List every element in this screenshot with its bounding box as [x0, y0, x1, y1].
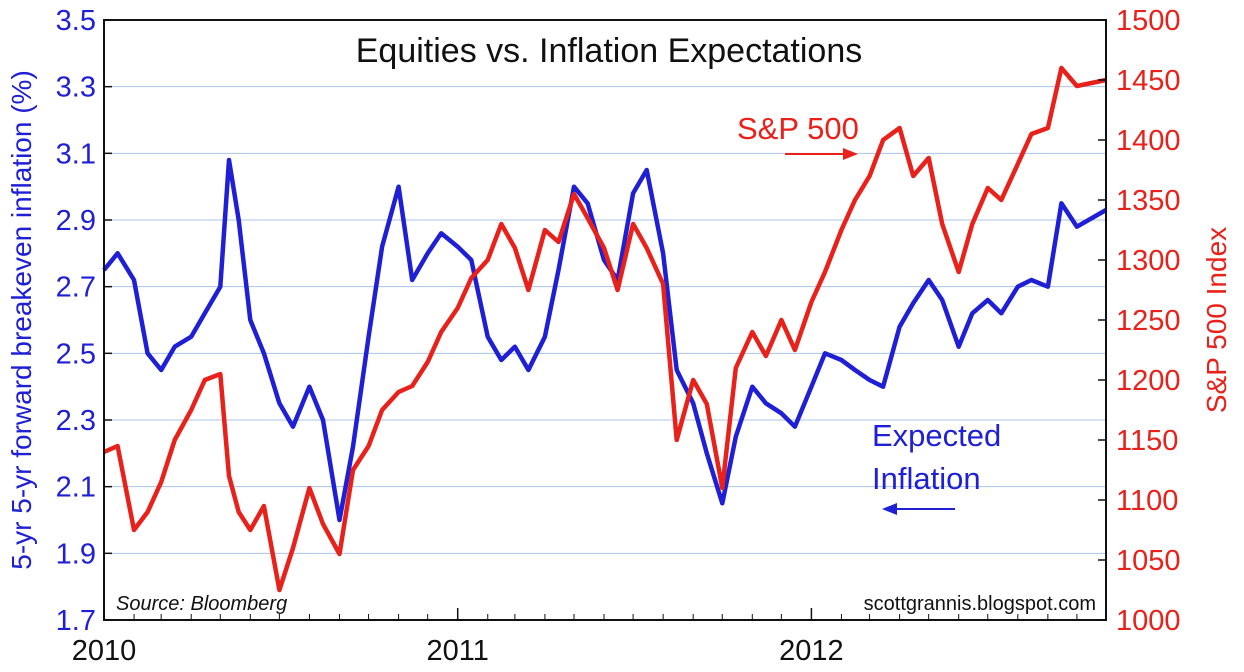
left-tick-label: 2.3 — [56, 405, 96, 437]
expected-arrow-icon — [882, 503, 955, 515]
right-tick-label: 1250 — [1116, 305, 1181, 337]
right-tick-label: 1050 — [1116, 545, 1181, 577]
expected-annotation-line2: Inflation — [872, 461, 981, 496]
right-tick-label: 1200 — [1116, 365, 1181, 397]
left-tick-label: 2.7 — [56, 272, 96, 304]
right-axis-label: S&P 500 Index — [1201, 227, 1232, 413]
x-tick-label: 2011 — [427, 635, 489, 667]
left-tick-label: 1.9 — [56, 538, 96, 570]
expected-inflation-line — [102, 157, 1108, 523]
right-tick-label: 1450 — [1116, 65, 1181, 97]
right-tick-label: 1150 — [1116, 425, 1178, 457]
left-axis-ticks: 1.7 1.9 2.1 2.3 2.5 2.7 2.9 3.1 3.3 3.5 — [56, 5, 112, 637]
source-note: Source: Bloomberg — [116, 593, 287, 615]
sp500-annotation: S&P 500 — [737, 111, 859, 146]
left-tick-label: 2.5 — [56, 338, 96, 370]
left-tick-label: 1.7 — [56, 605, 96, 637]
left-tick-label: 2.1 — [56, 472, 96, 504]
left-tick-label: 3.1 — [56, 138, 96, 170]
right-tick-label: 1100 — [1116, 485, 1178, 517]
right-tick-label: 1350 — [1116, 185, 1181, 217]
x-tick-label: 2012 — [779, 635, 844, 667]
left-axis-label: 5-yr 5-yr forward breakeven inflation (%… — [6, 70, 37, 570]
left-tick-label: 2.9 — [56, 205, 96, 237]
left-tick-label: 3.5 — [56, 5, 96, 37]
x-axis-ticks: 2010 2011 2012 — [72, 608, 1078, 667]
credit-note: scottgrannis.blogspot.com — [864, 593, 1096, 615]
right-tick-label: 1400 — [1116, 125, 1181, 157]
chart-title: Equities vs. Inflation Expectations — [356, 32, 863, 70]
right-tick-label: 1300 — [1116, 245, 1181, 277]
expected-annotation-line1: Expected — [872, 418, 1001, 453]
sp500-arrow-icon — [785, 148, 858, 160]
series-layer — [102, 65, 1108, 593]
right-tick-label: 1500 — [1116, 5, 1181, 37]
sp500-line — [103, 65, 1107, 593]
right-tick-label: 1000 — [1116, 605, 1181, 637]
x-tick-label: 2010 — [72, 635, 137, 667]
left-tick-label: 3.3 — [56, 72, 96, 104]
right-axis-ticks: 1000 1050 1100 1150 1200 1250 1300 1350 1400 1450… — [1098, 5, 1181, 637]
